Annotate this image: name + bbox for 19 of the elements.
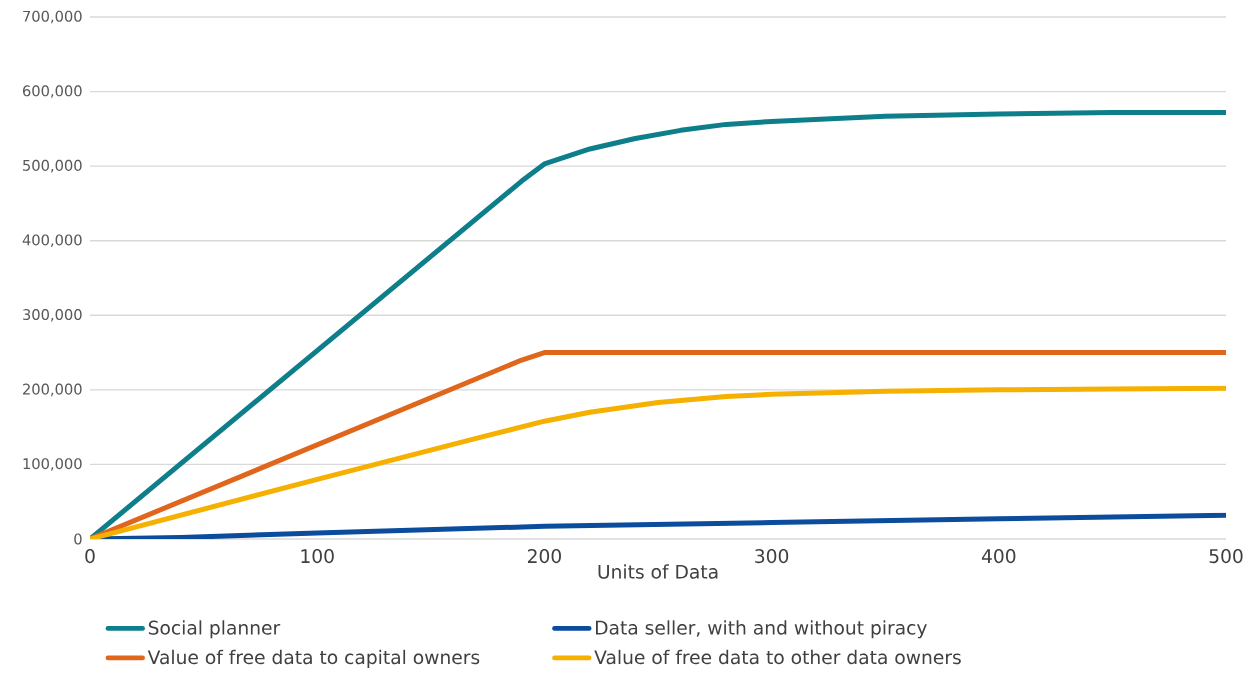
- y-tick-label: 0: [74, 533, 82, 545]
- y-tick-label: 100,000: [23, 458, 82, 471]
- x-tick-label: 300: [755, 549, 789, 564]
- x-tick-label: 500: [1209, 549, 1243, 564]
- y-tick-label: 600,000: [23, 85, 82, 98]
- legend-label: Value of free data to other data owners: [594, 649, 961, 665]
- legend-label: Value of free data to capital owners: [147, 649, 480, 668]
- legend-label: Social planner: [148, 620, 281, 639]
- y-tick-label: 500,000: [23, 159, 82, 173]
- x-axis-title: Units of Data: [598, 564, 718, 579]
- x-tick-label: 200: [527, 549, 561, 564]
- y-tick-label: 300,000: [23, 309, 82, 322]
- y-tick-label: 400,000: [22, 234, 82, 247]
- x-tick-label: 400: [981, 549, 1016, 564]
- y-tick-label: 200,000: [23, 383, 82, 397]
- legend-label: Data seller, with and without piracy: [595, 620, 927, 639]
- x-tick-label: 100: [301, 549, 334, 564]
- y-tick-label: 700,000: [23, 10, 82, 24]
- x-tick-label: 0: [85, 549, 95, 564]
